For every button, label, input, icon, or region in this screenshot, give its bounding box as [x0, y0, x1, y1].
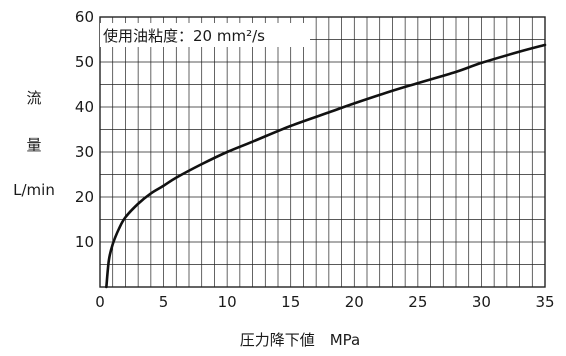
y-tick-label: 60	[75, 8, 94, 26]
tick-labels: 0 5 10 15 20 25 30 35 10 20 30 40 50 60	[75, 8, 555, 311]
x-tick-label: 25	[408, 293, 427, 311]
x-axis-label: 圧力降下値 MPa	[240, 331, 361, 349]
series-layer	[105, 43, 547, 289]
annotation-background	[100, 23, 310, 47]
plot-border	[99, 16, 546, 288]
x-tick-label: 30	[472, 293, 491, 311]
y-tick-label: 30	[75, 143, 94, 161]
plot-frame	[99, 16, 546, 288]
y-axis-label-char-1: 流	[26, 89, 41, 107]
x-tick-label: 0	[95, 293, 105, 311]
y-tick-label: 10	[75, 233, 94, 251]
x-tick-label: 15	[281, 293, 300, 311]
y-tick-label: 20	[75, 188, 94, 206]
y-tick-label: 50	[75, 53, 94, 71]
y-tick-label: 40	[75, 98, 94, 116]
x-tick-label: 5	[159, 293, 169, 311]
y-axis-unit: L/min	[13, 181, 55, 199]
x-tick-label: 10	[218, 293, 237, 311]
x-tick-label: 20	[345, 293, 364, 311]
grid-layer	[100, 17, 545, 287]
series-line-0	[105, 43, 547, 289]
y-axis-label-char-2: 量	[26, 136, 41, 154]
x-tick-label: 35	[535, 293, 554, 311]
viscosity-annotation: 使用油粘度：20 mm²/s	[103, 27, 265, 45]
